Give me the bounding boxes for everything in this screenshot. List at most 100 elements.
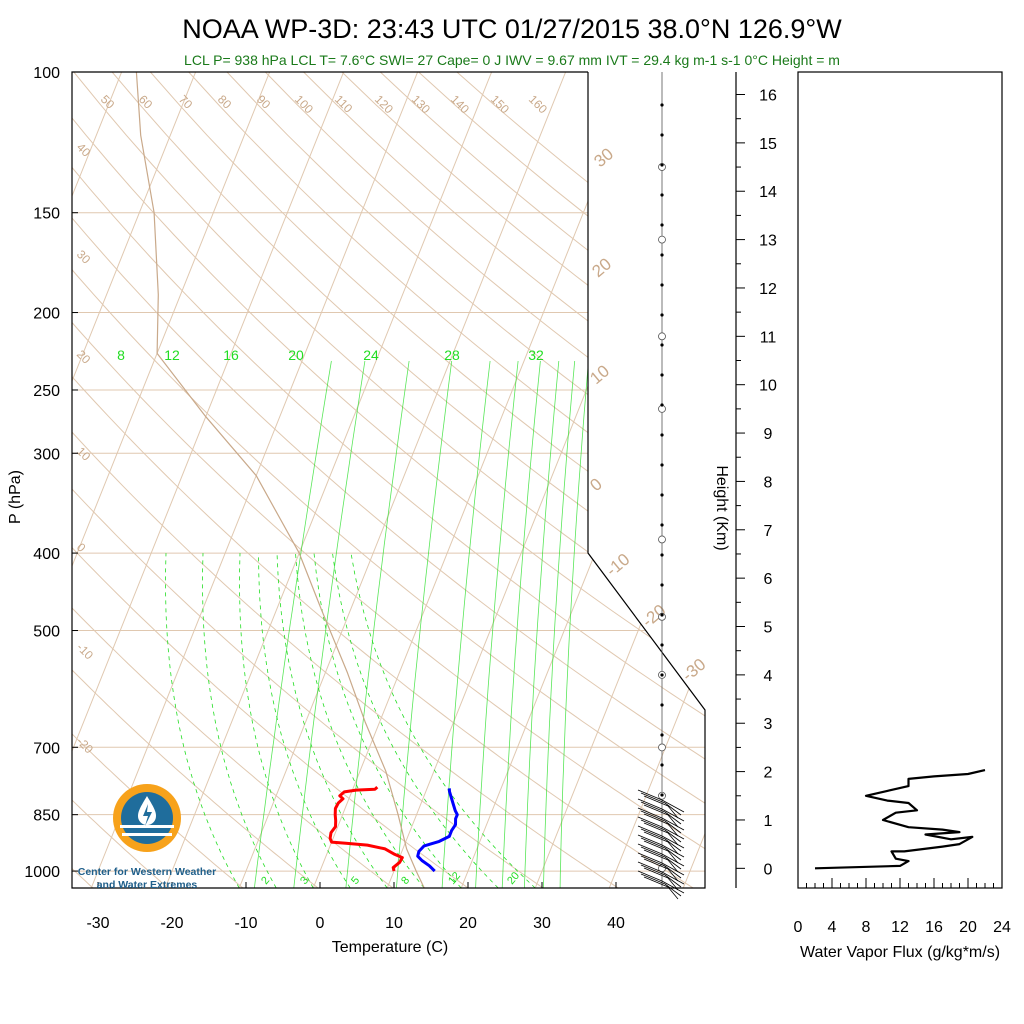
wind-barb bbox=[640, 792, 666, 804]
wind-dot bbox=[660, 553, 664, 557]
temperature-tick-label: 20 bbox=[459, 915, 477, 932]
moist-adiabat-line bbox=[202, 553, 277, 888]
mixing-ratio-label-top: 28 bbox=[444, 347, 460, 363]
height-tick-label: 3 bbox=[764, 716, 773, 733]
dry-adiabat-line bbox=[303, 72, 705, 888]
flux-tick-label: 8 bbox=[862, 919, 871, 936]
wind-barb bbox=[664, 874, 682, 888]
mixing-ratio-line bbox=[524, 360, 560, 888]
wind-dot bbox=[660, 373, 664, 377]
dry-adiabat-line bbox=[73, 72, 705, 888]
pressure-tick-label: 150 bbox=[33, 206, 60, 223]
mixing-ratio-label-bottom: 2 bbox=[259, 875, 272, 887]
wind-dot bbox=[660, 133, 664, 137]
pressure-axis-label: P (hPa) bbox=[7, 470, 24, 524]
pressure-tick-label: 700 bbox=[33, 740, 60, 757]
wind-barb bbox=[664, 847, 682, 861]
wind-dot bbox=[660, 223, 664, 227]
wind-barb bbox=[643, 804, 669, 816]
isotherm-line bbox=[460, 72, 705, 888]
wind-barb bbox=[664, 883, 682, 897]
temperature-axis-label: Temperature (C) bbox=[332, 939, 448, 956]
moist-adiabat-line bbox=[295, 553, 425, 888]
mixing-ratio-label-bottom: 12 bbox=[446, 870, 463, 887]
wind-barb bbox=[637, 852, 663, 864]
dry-adiabat-line bbox=[72, 72, 544, 888]
skewt-frame bbox=[71, 71, 706, 889]
wind-barb bbox=[664, 829, 682, 843]
dry-adiabat-label: 50 bbox=[98, 92, 118, 112]
wind-barb bbox=[637, 825, 663, 837]
calm-wind-circle bbox=[658, 743, 666, 752]
wind-dot bbox=[660, 523, 664, 527]
wind-barb bbox=[667, 886, 679, 900]
pressure-tick-label: 400 bbox=[33, 546, 60, 563]
wind-dot bbox=[660, 343, 664, 347]
wind-barb bbox=[640, 837, 666, 849]
mixing-ratio-label-top: 8 bbox=[117, 347, 125, 363]
height-tick-label: 5 bbox=[764, 620, 773, 637]
height-tick-label: 10 bbox=[759, 378, 777, 395]
wind-barb bbox=[661, 853, 685, 867]
height-tick-label: 11 bbox=[760, 329, 777, 346]
isotherm-label-right: 20 bbox=[588, 254, 615, 281]
mixing-ratio-line bbox=[293, 360, 366, 888]
dry-adiabat-line bbox=[72, 72, 705, 888]
flux-tick-label: 0 bbox=[794, 919, 803, 936]
wind-barb bbox=[664, 802, 682, 816]
wind-barb bbox=[667, 868, 679, 882]
isotherm-label-left: 30 bbox=[74, 247, 94, 267]
pressure-tick-label: 300 bbox=[33, 446, 60, 463]
wind-barb bbox=[640, 810, 666, 822]
wind-barb bbox=[643, 795, 669, 807]
isotherm-line bbox=[72, 72, 271, 888]
isotherm-label-left: -10 bbox=[74, 640, 96, 662]
dry-adiabat-line bbox=[188, 72, 705, 888]
mixing-ratio-label-bottom: 20 bbox=[505, 870, 522, 887]
temperature-tick-label: -10 bbox=[234, 915, 257, 932]
calm-wind-circle bbox=[658, 332, 666, 341]
wind-barb bbox=[661, 808, 685, 822]
mixing-ratio-lines bbox=[165, 360, 589, 888]
mixing-ratio-label-top: 20 bbox=[288, 347, 304, 363]
isotherm-line bbox=[386, 72, 705, 888]
mixing-ratio-label-top: 24 bbox=[363, 347, 379, 363]
dry-adiabat-line bbox=[72, 72, 705, 888]
moist-adiabat-line bbox=[350, 553, 536, 888]
temperature-tick-label: 0 bbox=[316, 915, 325, 932]
moist-adiabat-line bbox=[313, 553, 462, 888]
wind-barb bbox=[643, 849, 669, 861]
wind-dot bbox=[660, 673, 664, 677]
figure-title: NOAA WP-3D: 23:43 UTC 01/27/2015 38.0°N … bbox=[182, 14, 842, 44]
wind-dot bbox=[660, 613, 664, 617]
dry-adiabat-label: 110 bbox=[332, 92, 356, 116]
wind-barb bbox=[643, 867, 669, 879]
moist-adiabat-line bbox=[332, 553, 499, 888]
isotherm-label-left: 40 bbox=[74, 140, 94, 160]
wind-barb bbox=[667, 832, 679, 846]
dry-adiabat-line bbox=[72, 72, 705, 888]
wind-barb bbox=[640, 864, 666, 876]
wind-dot bbox=[660, 493, 664, 497]
temperature-tick-label: -20 bbox=[160, 915, 183, 932]
wind-dot bbox=[660, 103, 664, 107]
wind-barb bbox=[667, 805, 679, 819]
wind-barb bbox=[667, 859, 679, 873]
wind-barb bbox=[667, 841, 679, 855]
temperature-tick-label: -30 bbox=[86, 915, 109, 932]
calm-wind-circle bbox=[658, 535, 666, 544]
isotherm-label-right: 10 bbox=[586, 361, 613, 388]
mixing-ratio-label-top: 12 bbox=[164, 347, 180, 363]
dry-adiabat-label: 160 bbox=[526, 92, 550, 116]
calm-wind-circle bbox=[658, 612, 666, 621]
wind-barb bbox=[637, 843, 663, 855]
figure-subtitle: LCL P= 938 hPa LCL T= 7.6°C SWI= 27 Cape… bbox=[184, 52, 840, 68]
isotherm-label-right: 30 bbox=[590, 144, 617, 171]
dry-adiabat-label: 80 bbox=[215, 92, 235, 112]
wind-barb bbox=[664, 838, 682, 852]
wind-barb bbox=[664, 811, 682, 825]
isotherm-line bbox=[682, 72, 705, 888]
mixing-ratio-line bbox=[441, 360, 491, 888]
